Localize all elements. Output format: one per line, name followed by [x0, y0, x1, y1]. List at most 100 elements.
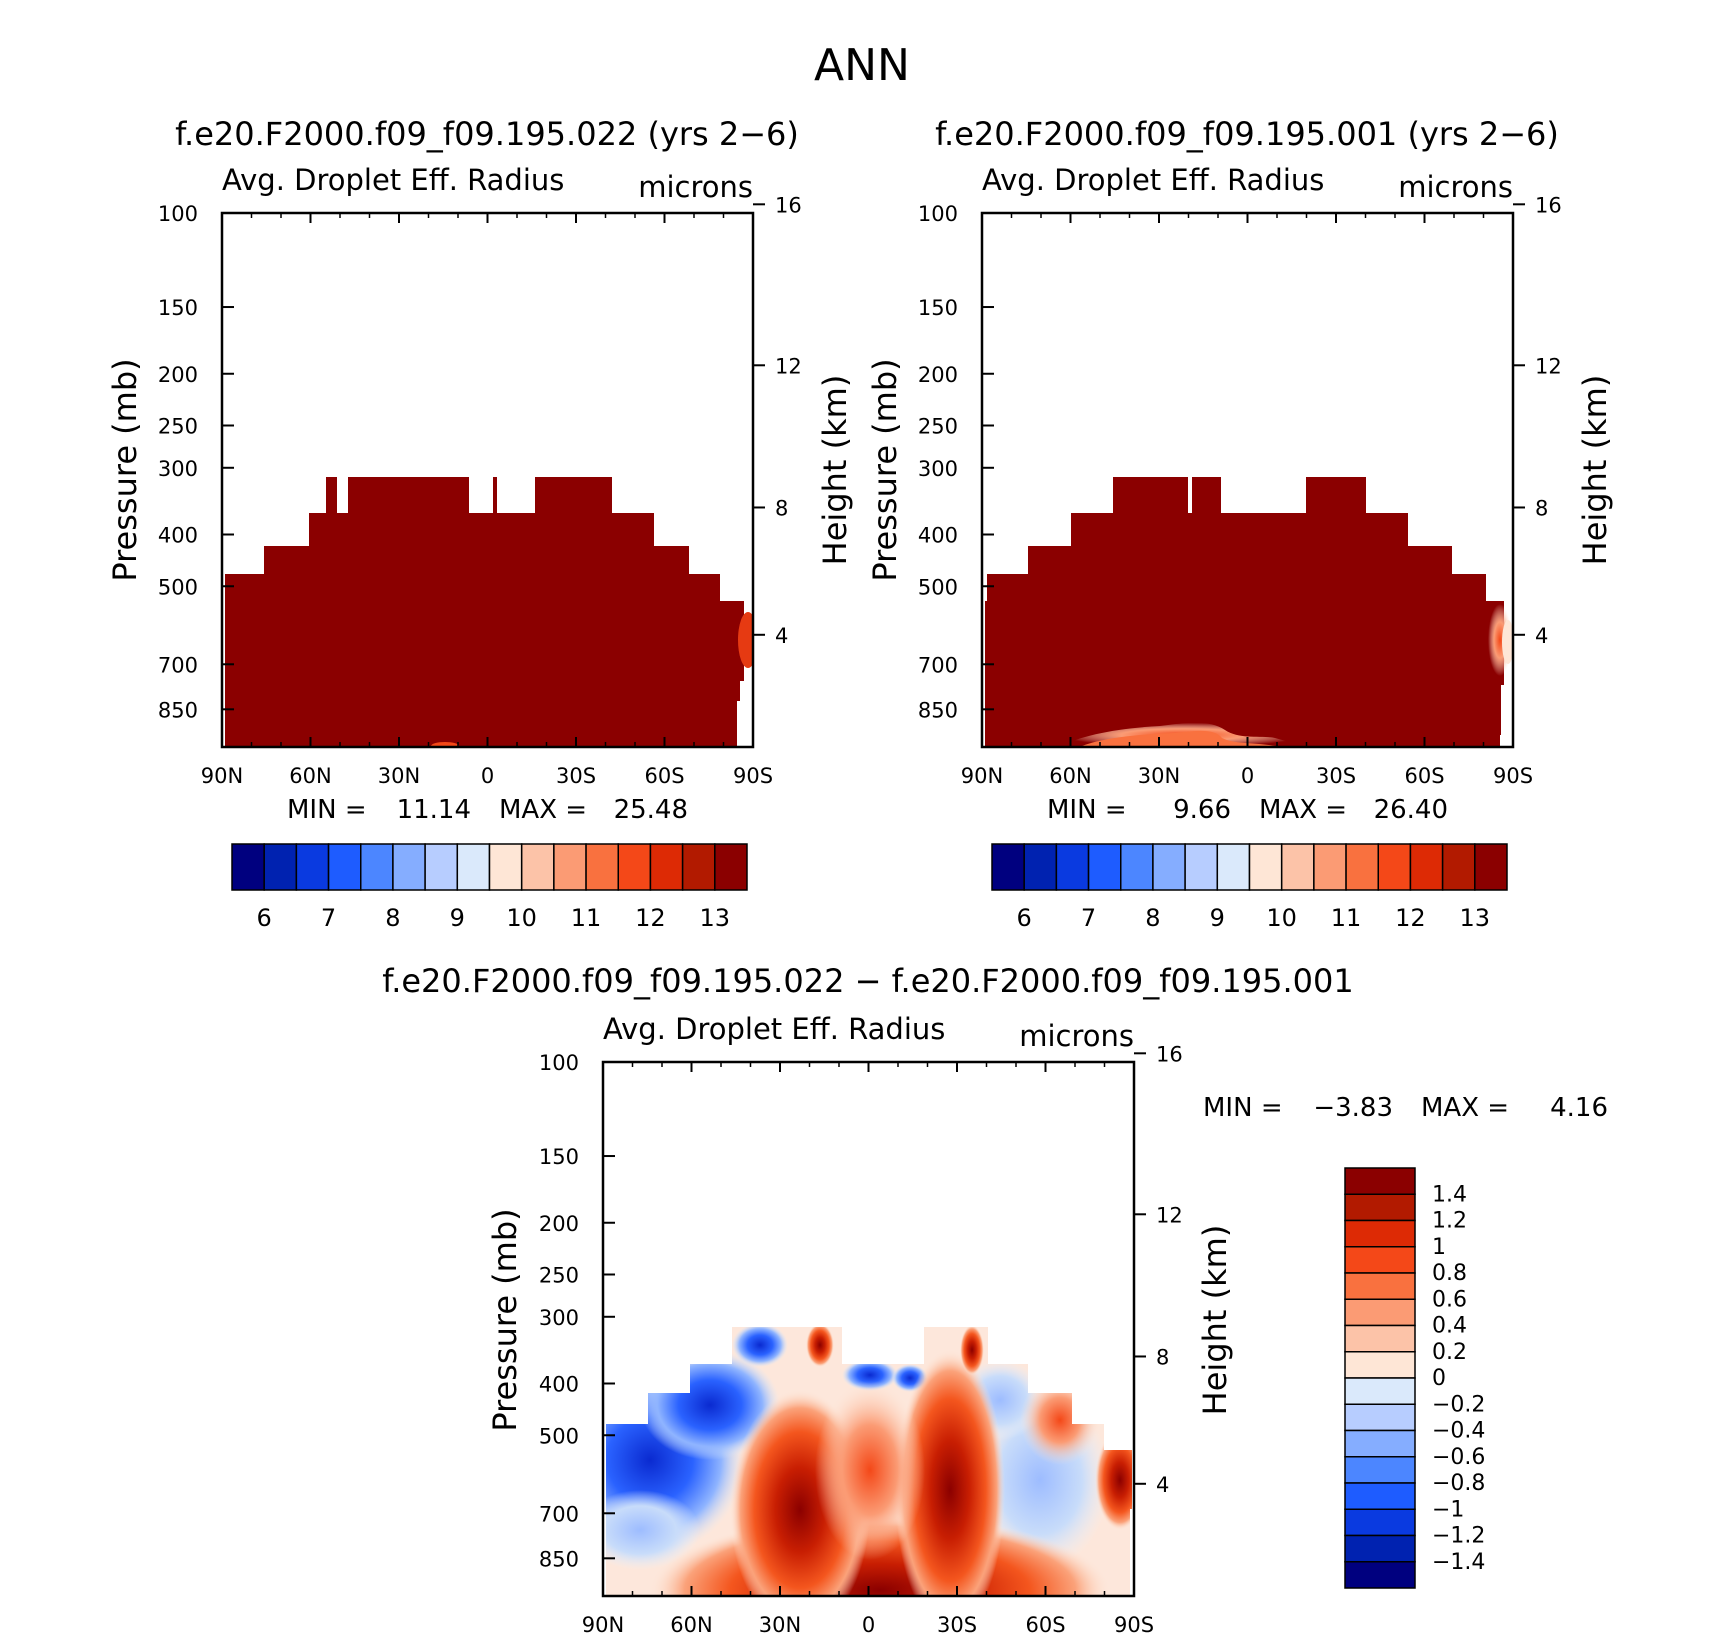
panel-2-ylabel-right: Height (km) [1576, 375, 1614, 566]
panel-1-title: f.e20.F2000.f09_f09.195.022 (yrs 2−6) [175, 115, 799, 153]
panel-3-orange-upper-east [1020, 1375, 1100, 1465]
colorbar-swatch [1344, 1219, 1416, 1248]
colorbar-label: 9 [450, 904, 465, 932]
panel-1: f.e20.F2000.f09_f09.195.022 (yrs 2−6) Av… [106, 115, 854, 932]
colorbar-label: 0 [1432, 1366, 1446, 1391]
panel-2-field [985, 477, 1513, 747]
colorbar-swatch [1248, 843, 1283, 891]
x-tick-label: 30N [759, 1613, 801, 1633]
y-tick-label: 100 [539, 1051, 579, 1075]
y-tick-label: 850 [918, 698, 958, 722]
y-tick-label: 500 [918, 575, 958, 599]
x-tick-label: 60S [1404, 764, 1444, 788]
x-tick-label: 30S [937, 1613, 977, 1633]
x-tick-label: 60N [289, 764, 331, 788]
colorbar-swatch [456, 843, 491, 891]
x-tick-label: 90N [201, 764, 243, 788]
y-tick-label: 850 [539, 1547, 579, 1571]
x-tick-label: 90S [1114, 1613, 1154, 1633]
y-tick-label: 200 [918, 363, 958, 387]
panel-1-edge-feature [738, 612, 753, 668]
panel-2-edge-feature-2 [1502, 620, 1513, 664]
panel-3-variable: Avg. Droplet Eff. Radius [603, 1012, 945, 1046]
panel-3-max-label: MAX = [1421, 1093, 1509, 1123]
panel-3-title: f.e20.F2000.f09_f09.195.022 − f.e20.F200… [382, 962, 1354, 1000]
colorbar-swatch [295, 843, 330, 891]
panel-1-ylabel-right: Height (km) [816, 375, 854, 566]
y-tick-label: 250 [539, 1264, 579, 1288]
x-tick-label: 0 [481, 764, 494, 788]
colorbar-swatch [1474, 843, 1508, 891]
colorbar-label: 7 [321, 904, 336, 932]
colorbar-swatch [1344, 1403, 1416, 1432]
colorbar-swatch [1344, 1272, 1416, 1300]
colorbar-swatch [714, 843, 748, 891]
y-tick-label: 700 [158, 653, 198, 677]
panel-1-variable: Avg. Droplet Eff. Radius [222, 163, 564, 197]
panel-3-orange-edge-east [1095, 1430, 1132, 1530]
panel-3-ylabel: Pressure (mb) [486, 1208, 524, 1431]
colorbar-swatch [1055, 843, 1090, 891]
colorbar-swatch [392, 843, 426, 891]
y-right-tick-label: 16 [775, 193, 802, 217]
panel-3-axes: 90N 60N 30N 0 30S 60S 90S 100 150 200 250 300 400 500… [539, 1042, 1183, 1633]
y-right-tick-label: 8 [775, 496, 788, 520]
colorbar-swatch [1344, 1167, 1416, 1195]
colorbar-label: −1 [1432, 1497, 1464, 1522]
y-tick-label: 150 [539, 1145, 579, 1169]
colorbar-swatch [617, 843, 652, 891]
colorbar-label: −0.4 [1432, 1419, 1485, 1444]
y-right-tick-label: 12 [1156, 1203, 1183, 1227]
y-right-tick-label: 16 [1156, 1042, 1183, 1066]
colorbar-label: 9 [1210, 904, 1225, 932]
x-tick-label: 30N [378, 764, 420, 788]
panel-3-field [606, 1327, 1132, 1596]
x-tick-label: 60N [1049, 764, 1091, 788]
y-right-tick-label: 12 [1535, 354, 1562, 378]
colorbar-label: 6 [1017, 904, 1032, 932]
colorbar-label: 0.4 [1432, 1314, 1467, 1339]
colorbar-swatch [1344, 1193, 1416, 1222]
colorbar-swatch [991, 843, 1025, 891]
x-tick-label: 90N [961, 764, 1003, 788]
colorbar-swatch [360, 843, 394, 891]
x-tick-label: 90N [582, 1613, 624, 1633]
panel-3-min-value: −3.83 [1313, 1093, 1393, 1123]
colorbar-swatch [1184, 843, 1219, 891]
colorbar-label: 0.8 [1432, 1261, 1467, 1286]
panel-2-min-value: 9.66 [1173, 795, 1231, 825]
panel-3-red-plume-east [895, 1350, 1005, 1596]
colorbar-swatch [1023, 843, 1058, 891]
colorbar-label: 10 [506, 904, 537, 932]
colorbar-swatch [1344, 1534, 1416, 1563]
colorbar-swatch [1087, 843, 1122, 891]
colorbar-swatch [1344, 1351, 1416, 1379]
colorbar-label: 12 [1395, 904, 1426, 932]
colorbar-swatch [1344, 1456, 1416, 1484]
y-tick-label: 300 [539, 1306, 579, 1330]
colorbar-swatch [1216, 843, 1251, 891]
colorbar-label: 13 [1460, 904, 1491, 932]
panel-2-ylabel: Pressure (mb) [866, 358, 904, 581]
panel-2-max-value: 26.40 [1374, 795, 1448, 825]
colorbar-swatch [1344, 1508, 1416, 1537]
y-tick-label: 300 [158, 457, 198, 481]
y-tick-label: 850 [158, 698, 198, 722]
colorbar-swatch [1280, 843, 1315, 891]
panel-1-units: microns [638, 170, 753, 204]
y-tick-label: 200 [158, 363, 198, 387]
panel-2-units: microns [1398, 170, 1513, 204]
panel-2-title: f.e20.F2000.f09_f09.195.001 (yrs 2−6) [935, 115, 1559, 153]
colorbar-swatch [1152, 843, 1186, 891]
colorbar-swatch [1409, 843, 1444, 891]
colorbar-swatch [1344, 1298, 1416, 1327]
y-tick-label: 400 [918, 524, 958, 548]
colorbar-swatch [1344, 1246, 1416, 1274]
panel-1-field [225, 477, 753, 747]
colorbar-swatch [1344, 1482, 1416, 1510]
y-right-tick-label: 4 [1156, 1473, 1169, 1497]
y-right-tick-label: 4 [775, 624, 788, 648]
y-tick-label: 700 [539, 1502, 579, 1526]
y-tick-label: 150 [158, 296, 198, 320]
panel-1-max-label: MAX = [499, 795, 587, 825]
